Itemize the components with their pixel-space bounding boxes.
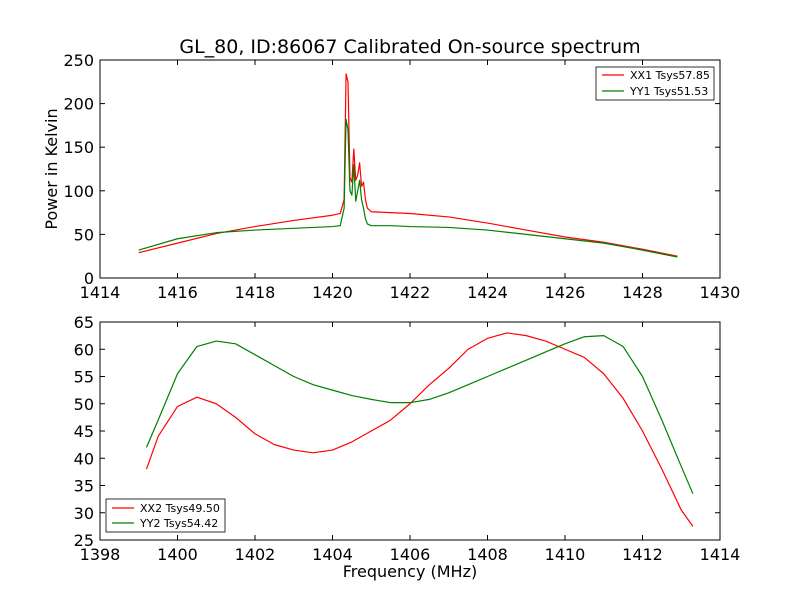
top-x-tick-label: 1414	[80, 283, 121, 302]
bottom-x-axis-title: Frequency (MHz)	[343, 562, 477, 581]
bottom-panel-series	[145, 332, 694, 527]
bottom-legend: XX2 Tsys49.50 YY2 Tsys54.42	[105, 498, 226, 533]
top-y-tick-label: 50	[74, 225, 94, 244]
bottom-panel: 1398 1400 1402 1404 1406 1408 1410 1412 1414 25 30…	[74, 313, 741, 581]
top-y-tick-label: 0	[84, 269, 94, 288]
top-legend-box	[595, 66, 715, 101]
top-y-axis-title: Power in Kelvin	[42, 108, 61, 229]
top-x-tick-label: 1416	[157, 283, 198, 302]
bottom-x-tick-label: 1402	[235, 545, 276, 564]
bottom-x-tick-label: 1412	[622, 545, 663, 564]
top-panel-ticks: 1414 1416 1418 1420 1422 1424 1426 1428 1430 0 50 1…	[63, 51, 740, 302]
top-x-tick-label: 1418	[235, 283, 276, 302]
bottom-y-tick-label: 45	[74, 422, 94, 441]
bottom-y-tick-label: 55	[74, 368, 94, 387]
bottom-y-tick-label: 25	[74, 531, 94, 550]
top-legend-label-yy1: YY1 Tsys51.53	[629, 85, 708, 98]
bottom-y-tick-label: 50	[74, 395, 94, 414]
bottom-legend-label-xx2: XX2 Tsys49.50	[140, 502, 220, 515]
bottom-y-tick-label: 60	[74, 340, 94, 359]
bottom-panel-ticks: 1398 1400 1402 1404 1406 1408 1410 1412 1414 25 30…	[74, 313, 741, 564]
bottom-x-tick-label: 1414	[700, 545, 741, 564]
figure-title: GL_80, ID:86067 Calibrated On-source spe…	[179, 36, 640, 58]
top-x-tick-label: 1426	[545, 283, 586, 302]
bottom-series-line-1	[145, 335, 694, 494]
top-legend-label-xx1: XX1 Tsys57.85	[630, 69, 710, 82]
top-y-tick-label: 150	[63, 138, 94, 157]
top-x-tick-label: 1428	[622, 283, 663, 302]
bottom-x-tick-label: 1398	[80, 545, 121, 564]
bottom-x-tick-label: 1410	[545, 545, 586, 564]
top-x-tick-label: 1424	[467, 283, 508, 302]
bottom-legend-box	[105, 498, 226, 533]
bottom-x-tick-label: 1400	[157, 545, 198, 564]
bottom-y-tick-label: 35	[74, 477, 94, 496]
top-series-line-1	[138, 118, 678, 258]
bottom-legend-label-yy2: YY2 Tsys54.42	[139, 517, 218, 530]
bottom-x-tick-label: 1408	[467, 545, 508, 564]
bottom-y-tick-label: 65	[74, 313, 94, 332]
top-x-tick-label: 1430	[700, 283, 741, 302]
top-y-tick-label: 100	[63, 182, 94, 201]
bottom-y-tick-label: 30	[74, 504, 94, 523]
top-x-tick-label: 1422	[390, 283, 431, 302]
top-y-tick-label: 250	[63, 51, 94, 70]
top-panel-series	[138, 73, 678, 258]
top-panel: 1414 1416 1418 1420 1422 1424 1426 1428 1430 0 50 1…	[42, 51, 740, 302]
bottom-y-tick-label: 40	[74, 449, 94, 468]
bottom-x-tick-label: 1404	[312, 545, 353, 564]
top-x-tick-label: 1420	[312, 283, 353, 302]
bottom-x-tick-label: 1406	[390, 545, 431, 564]
bottom-series-line-0	[145, 332, 694, 527]
top-series-line-0	[138, 73, 678, 257]
top-legend: XX1 Tsys57.85 YY1 Tsys51.53	[595, 66, 715, 101]
top-y-tick-label: 200	[63, 95, 94, 114]
